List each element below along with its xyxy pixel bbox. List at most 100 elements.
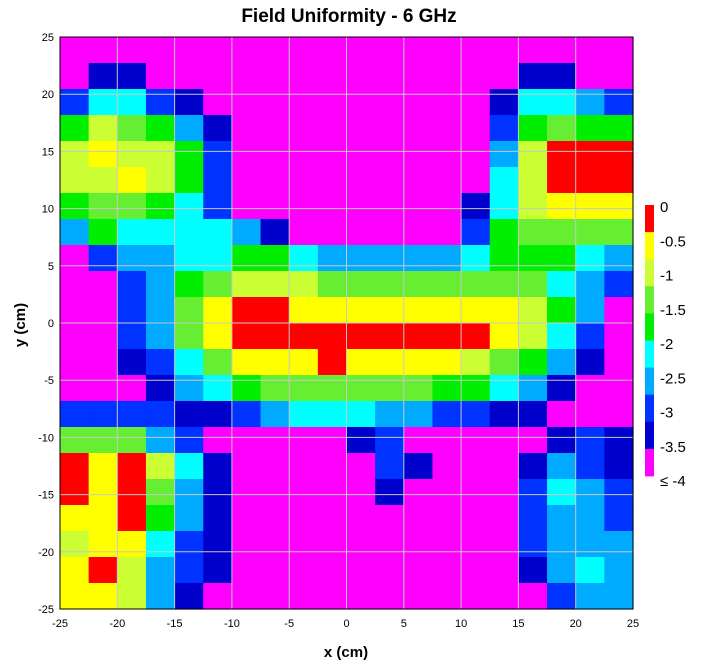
heatmap-cell xyxy=(604,557,634,584)
heatmap-cell xyxy=(346,453,376,480)
legend-label: ≤ -4 xyxy=(660,473,686,490)
heatmap-cell xyxy=(203,89,233,116)
heatmap-cell xyxy=(88,297,118,324)
heatmap-cell xyxy=(289,271,319,298)
heatmap-cell xyxy=(518,531,548,558)
heatmap-cell xyxy=(403,245,434,272)
heatmap-cell xyxy=(375,375,405,402)
legend-swatch xyxy=(645,205,654,233)
heatmap-cell xyxy=(403,557,434,584)
heatmap-cell xyxy=(145,323,176,350)
legend-swatch xyxy=(645,340,654,368)
heatmap-cell xyxy=(346,37,376,64)
heatmap-cell xyxy=(88,63,118,90)
heatmap-cell xyxy=(432,167,462,194)
heatmap-cell xyxy=(575,297,605,324)
heatmap-cell xyxy=(375,63,405,90)
heatmap-cell xyxy=(203,531,233,558)
heatmap-cell xyxy=(260,37,290,64)
heatmap-cell xyxy=(346,63,376,90)
heatmap-cell xyxy=(403,219,434,246)
heatmap-cell xyxy=(60,141,90,168)
x-tick-label: 10 xyxy=(455,618,467,630)
heatmap-cell xyxy=(346,245,376,272)
heatmap-cell xyxy=(317,349,348,376)
heatmap-cell xyxy=(604,115,634,142)
heatmap-cell xyxy=(461,167,491,194)
heatmap-cell xyxy=(604,323,634,350)
heatmap-cell xyxy=(88,323,118,350)
heatmap-cell xyxy=(489,427,519,454)
heatmap-cell xyxy=(547,167,577,194)
heatmap-cell xyxy=(174,245,204,272)
heatmap-cell xyxy=(174,349,204,376)
legend-swatch xyxy=(645,232,654,260)
heatmap-cell xyxy=(289,349,319,376)
heatmap-cell xyxy=(145,297,176,324)
heatmap-cell xyxy=(518,583,548,610)
heatmap-cell xyxy=(375,531,405,558)
heatmap-cell xyxy=(518,141,548,168)
heatmap-cell xyxy=(60,583,90,610)
heatmap-cell xyxy=(289,245,319,272)
heatmap-cell xyxy=(203,583,233,610)
heatmap-cell xyxy=(575,479,605,506)
heatmap-cell xyxy=(575,323,605,350)
color-legend: 0 -0.5 -1 -1.5 -2 -2.5 -3 -3.5 ≤ -4 xyxy=(645,199,686,490)
x-tick-label: -5 xyxy=(284,618,294,630)
heatmap-cell xyxy=(117,479,147,506)
heatmap-cell xyxy=(260,349,290,376)
heatmap-cell xyxy=(604,583,634,610)
heatmap-cell xyxy=(174,453,204,480)
heatmap-cell xyxy=(88,167,118,194)
heatmap-cell xyxy=(117,323,147,350)
legend-swatch xyxy=(645,367,654,396)
heatmap-cell xyxy=(403,141,434,168)
heatmap-cell xyxy=(461,193,491,220)
heatmap-cell xyxy=(317,531,348,558)
heatmap-cell xyxy=(432,271,462,298)
heatmap-cell xyxy=(403,375,434,402)
heatmap-cell xyxy=(203,505,233,532)
x-tick-labels: -25 -20 -15 -10 -5 0 5 10 15 20 25 xyxy=(52,618,639,630)
heatmap-cell xyxy=(203,115,233,142)
heatmap-cell xyxy=(231,323,262,350)
heatmap-cell xyxy=(203,193,233,220)
heatmap-cell xyxy=(289,375,319,402)
legend-label: -3 xyxy=(660,405,673,422)
heatmap-cell xyxy=(547,297,577,324)
heatmap-cell xyxy=(489,219,519,246)
heatmap-cell xyxy=(375,323,405,350)
heatmap-cell xyxy=(203,297,233,324)
heatmap-cell xyxy=(518,219,548,246)
heatmap-cell xyxy=(88,375,118,402)
heatmap-cell xyxy=(346,219,376,246)
heatmap-cell xyxy=(432,349,462,376)
heatmap-cell xyxy=(547,505,577,532)
heatmap-cell xyxy=(432,37,462,64)
legend-label: -1 xyxy=(660,268,673,285)
heatmap-cell xyxy=(547,401,577,428)
heatmap-cell xyxy=(88,583,118,610)
legend-label: -1.5 xyxy=(660,302,686,319)
heatmap-cell xyxy=(203,375,233,402)
heatmap-cell xyxy=(489,63,519,90)
heatmap-cell xyxy=(289,505,319,532)
heatmap-cell xyxy=(375,141,405,168)
heatmap-cell xyxy=(60,167,90,194)
plot-frame xyxy=(59,36,634,610)
heatmap-cell xyxy=(489,115,519,142)
heatmap-cell xyxy=(117,63,147,90)
heatmap-cell xyxy=(231,245,262,272)
heatmap-cell xyxy=(117,401,147,428)
heatmap-cell xyxy=(547,63,577,90)
heatmap-cell xyxy=(461,583,491,610)
heatmap-cell xyxy=(604,349,634,376)
heatmap-cell xyxy=(403,505,434,532)
heatmap-cell xyxy=(88,141,118,168)
heatmap-cell xyxy=(518,427,548,454)
heatmap-cell xyxy=(604,63,634,90)
heatmap-cell xyxy=(403,453,434,480)
heatmap-cell xyxy=(317,89,348,116)
heatmap-cell xyxy=(203,427,233,454)
